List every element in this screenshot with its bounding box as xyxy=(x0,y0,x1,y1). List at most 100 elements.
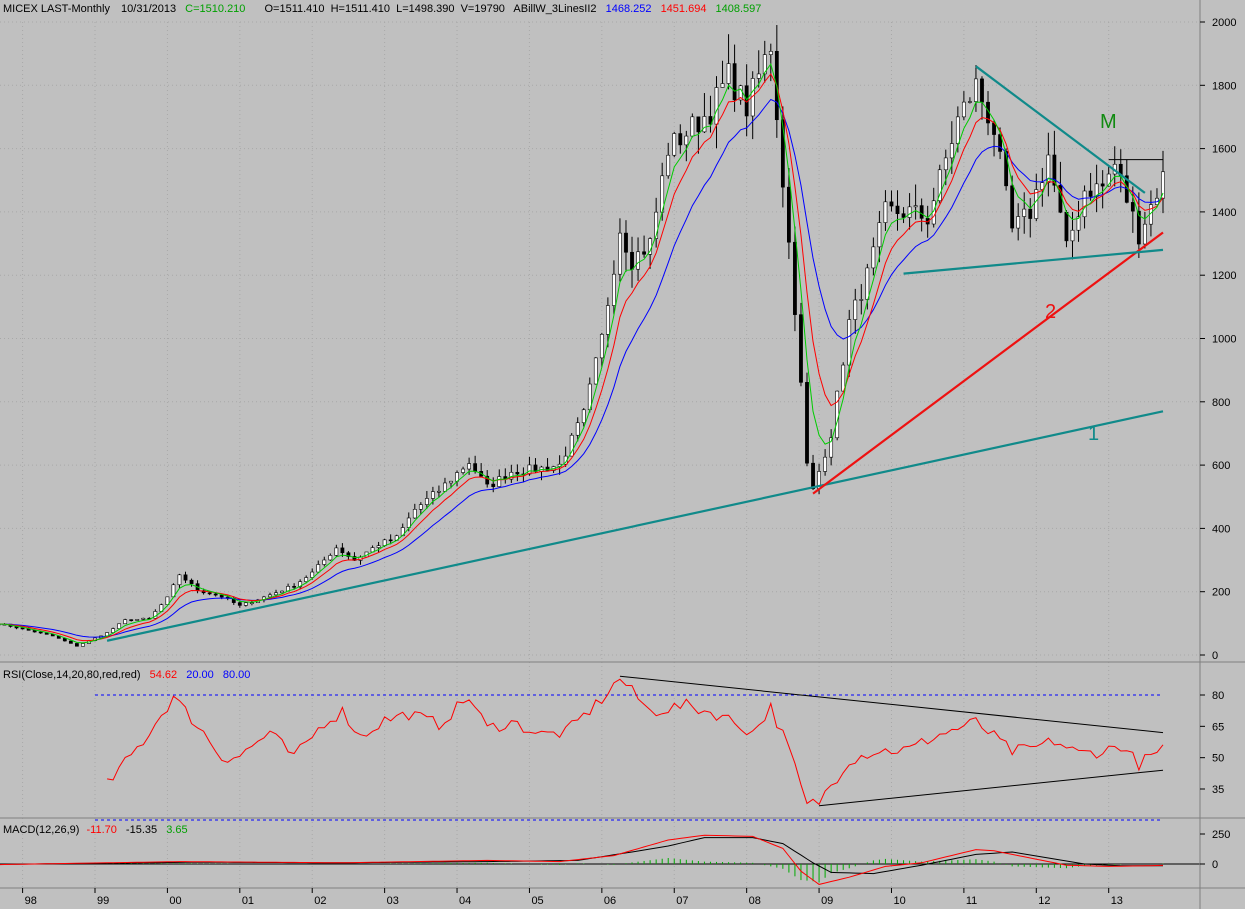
symbol-label: MICEX LAST-Monthly xyxy=(3,3,110,15)
signal-value: -15.35 xyxy=(126,824,157,836)
candle-body xyxy=(1028,208,1033,219)
price-header: MICEX LAST-Monthly 10/31/2013 C=1510.210… xyxy=(3,3,761,15)
candle-body xyxy=(1136,210,1141,245)
candle-body xyxy=(68,640,73,644)
candle-body xyxy=(829,437,834,458)
candle-body xyxy=(937,169,942,202)
ma-green-line xyxy=(0,62,1164,644)
time-tick-label: 08 xyxy=(749,895,761,907)
high-label: H=1511.410 xyxy=(331,3,390,15)
candle-body xyxy=(805,382,809,464)
candle-body xyxy=(62,638,67,642)
price-trendline-1 xyxy=(106,410,1164,642)
candle-body xyxy=(189,579,194,584)
candle-body xyxy=(1088,190,1093,197)
candle-body xyxy=(883,201,888,223)
time-tick-label: 09 xyxy=(821,895,833,907)
rsi-tick-label: 80 xyxy=(1212,690,1224,702)
trendline-1-label: 1 xyxy=(1088,423,1099,445)
candle-body xyxy=(1076,216,1081,231)
price-tick-label: 800 xyxy=(1212,397,1230,409)
rsi-upper-band-value: 80.00 xyxy=(223,669,251,681)
candle-body xyxy=(334,547,339,556)
candle-body xyxy=(762,54,767,75)
candle-body xyxy=(1106,173,1111,187)
price-tick-label: 0 xyxy=(1212,650,1218,662)
candle-body xyxy=(1070,229,1075,242)
candle-body xyxy=(50,634,55,637)
candle-body xyxy=(877,222,882,248)
candle-body xyxy=(919,205,924,219)
candle-body xyxy=(949,143,954,159)
candle-body xyxy=(418,504,423,510)
open-label: O=1511.410 xyxy=(264,3,324,15)
price-tick-label: 1800 xyxy=(1212,80,1236,92)
candle-body xyxy=(1142,223,1147,245)
macd-panel xyxy=(0,834,1200,885)
rsi-trendline-2 xyxy=(819,769,1164,807)
candle-body xyxy=(684,135,689,146)
candle-body xyxy=(322,559,327,565)
candle-body xyxy=(895,205,900,214)
candle-body xyxy=(901,213,906,218)
ma-blue-line xyxy=(0,98,1164,638)
candle-body xyxy=(430,491,435,499)
candle-body xyxy=(183,574,188,581)
close-label: C=1510.210 xyxy=(185,3,245,15)
candle-body xyxy=(726,63,731,84)
candle-body xyxy=(605,305,610,335)
time-tick-label: 12 xyxy=(1038,895,1050,907)
candle-body xyxy=(1022,208,1027,217)
candle-body xyxy=(889,201,894,207)
candle-body xyxy=(123,619,128,625)
candle-body xyxy=(515,471,520,475)
candle-body xyxy=(437,490,441,493)
candle-body xyxy=(141,617,146,620)
candle-body xyxy=(328,555,333,561)
ind-red-value: 1451.694 xyxy=(661,3,707,15)
price-tick-label: 1200 xyxy=(1212,270,1236,282)
candle-body xyxy=(841,364,846,392)
candle-body xyxy=(346,552,351,557)
candle-body xyxy=(316,564,321,573)
rsi-line xyxy=(107,678,1164,806)
candle-body xyxy=(859,299,864,301)
candle-body xyxy=(298,581,303,588)
macd-tick-label: 0 xyxy=(1212,859,1218,871)
candle-body xyxy=(443,482,447,492)
candle-body xyxy=(412,508,417,519)
time-tick-label: 10 xyxy=(893,895,905,907)
candle-body xyxy=(467,463,472,470)
candle-body xyxy=(612,273,616,306)
candle-body xyxy=(135,619,140,621)
candle-body xyxy=(473,463,478,472)
candle-body xyxy=(581,409,586,424)
ind-blue-value: 1468.252 xyxy=(606,3,652,15)
candle-body xyxy=(823,456,828,472)
indicator-label: ABillW_3LinesII2 xyxy=(513,3,596,15)
rsi-tick-label: 50 xyxy=(1212,753,1224,765)
candle-body xyxy=(853,299,858,320)
candle-body xyxy=(980,78,984,103)
candle-body xyxy=(811,462,815,489)
rsi-value: 54.62 xyxy=(150,669,178,681)
candle-body xyxy=(1010,185,1015,229)
candle-body xyxy=(636,251,640,270)
candle-body xyxy=(243,602,248,606)
candle-body xyxy=(780,119,785,188)
candle-body xyxy=(955,116,960,144)
candle-body xyxy=(666,154,671,177)
candle-body xyxy=(280,590,284,594)
m-annotation: M xyxy=(1100,111,1117,133)
price-tick-label: 1600 xyxy=(1212,144,1236,156)
candle-body xyxy=(1064,212,1069,242)
candle-body xyxy=(768,50,773,55)
candle-body xyxy=(449,480,453,484)
candle-body xyxy=(304,577,309,582)
candle-body xyxy=(274,592,278,596)
low-label: L=1498.390 xyxy=(396,3,454,15)
price-panel xyxy=(0,25,1165,647)
price-trendline-channel-2 xyxy=(975,65,1146,194)
